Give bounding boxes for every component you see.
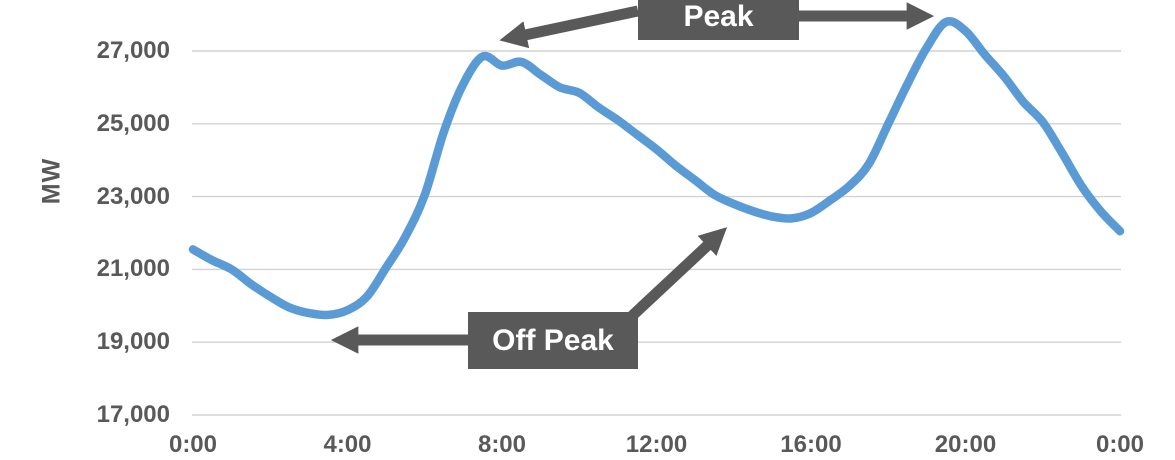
- off-peak-diagonal-arrow: [628, 227, 728, 321]
- y-tick-label: 25,000: [96, 109, 170, 137]
- x-tick-label: 0:00: [168, 431, 218, 458]
- y-tick-label: 27,000: [96, 37, 170, 64]
- y-tick-label: 21,000: [96, 255, 170, 283]
- x-tick-label: 8:00: [477, 431, 527, 458]
- x-tick-label: 16:00: [780, 431, 842, 458]
- x-tick-label: 20:00: [934, 431, 997, 458]
- demand-curve: [188, 17, 1125, 320]
- peak-left-arrow: [499, 5, 640, 49]
- y-tick-label: 23,000: [96, 182, 170, 210]
- x-tick-label: 12:00: [625, 431, 688, 458]
- x-tick-label: 4:00: [323, 431, 372, 458]
- y-tick-label: 17,000: [96, 401, 170, 428]
- peak-annotation-label: Peak: [638, 0, 799, 40]
- y-tick-label: 19,000: [96, 328, 170, 356]
- off-peak-annotation-label: Off Peak: [468, 312, 638, 369]
- x-tick-label: 0:00: [1095, 431, 1145, 458]
